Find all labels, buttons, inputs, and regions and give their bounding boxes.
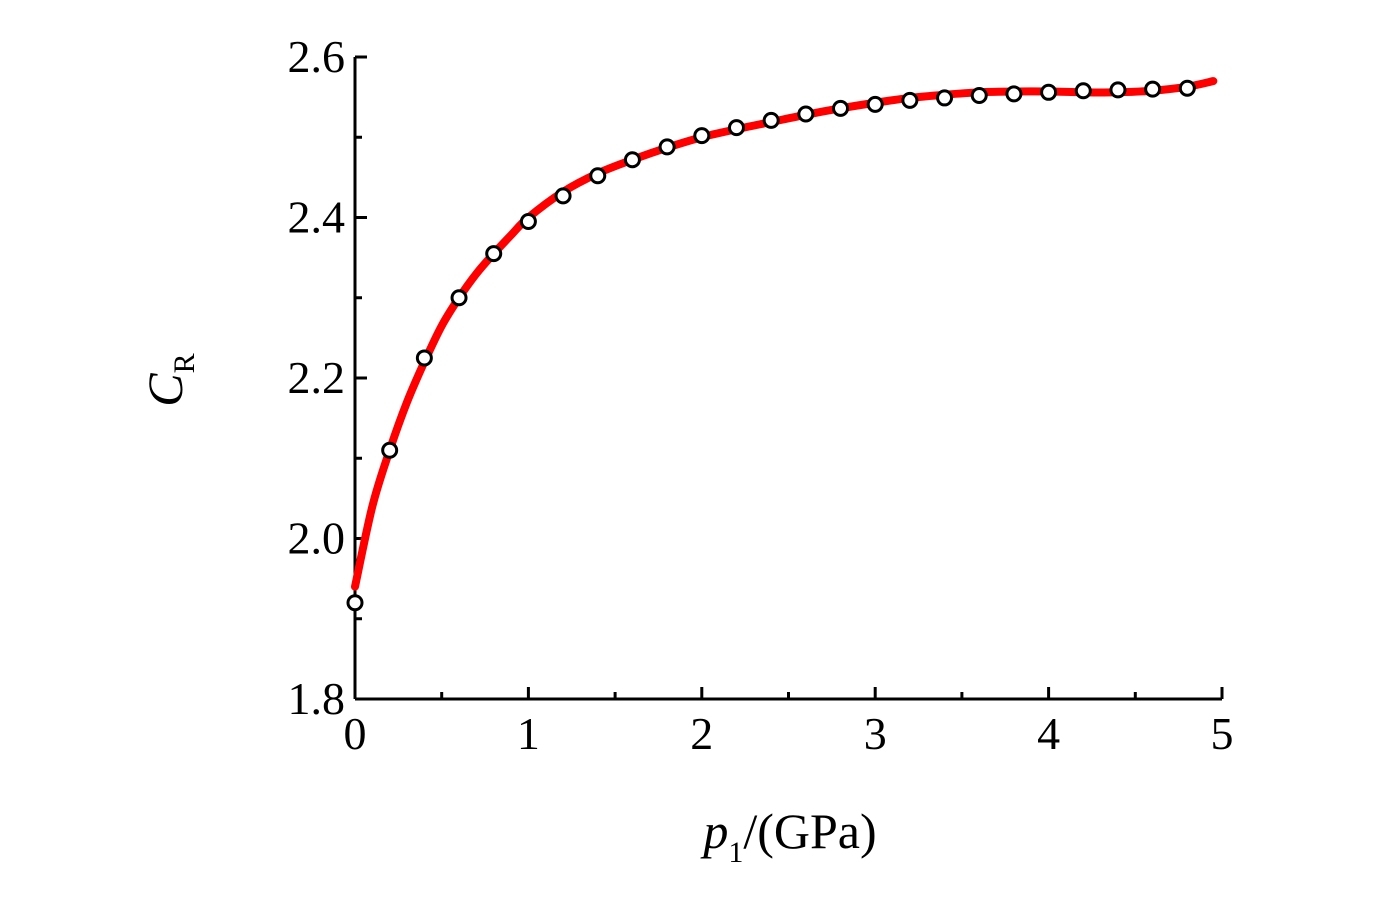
- y-tick-label: 2.4: [288, 192, 346, 243]
- x-tick-label: 1: [517, 708, 540, 759]
- series-layer: [346, 77, 1218, 612]
- x-tick-label: 2: [690, 708, 713, 759]
- data-point: [693, 127, 711, 145]
- data-point: [485, 245, 503, 263]
- data-point: [727, 119, 745, 137]
- data-point: [832, 99, 850, 117]
- data-point: [554, 187, 572, 205]
- x-axis-label: p1/(GPa): [700, 803, 876, 869]
- x-axis-symbol: p: [700, 803, 728, 859]
- data-point: [1074, 82, 1092, 100]
- data-point: [381, 441, 399, 459]
- data-point: [450, 289, 468, 307]
- fit-curve: [351, 77, 1218, 591]
- data-point: [658, 138, 676, 156]
- data-point: [1109, 81, 1127, 99]
- data-point: [589, 167, 607, 185]
- data-point: [1040, 83, 1058, 101]
- data-point: [623, 151, 641, 169]
- axes: 0 1 2 3 4 5 1.8 2.0 2.2 2.4 2.6: [288, 31, 1234, 759]
- x-tick-label: 3: [864, 708, 887, 759]
- y-tick-label: 1.8: [288, 673, 346, 724]
- data-point: [936, 89, 954, 107]
- y-axis-label: CR: [137, 353, 201, 406]
- data-point: [901, 91, 919, 109]
- y-tick-label: 2.6: [288, 31, 346, 82]
- x-tick-label: 5: [1211, 708, 1234, 759]
- data-point: [415, 349, 433, 367]
- data-point: [1144, 80, 1162, 98]
- y-tick-label: 2.2: [288, 352, 346, 403]
- data-point: [1178, 79, 1196, 97]
- x-tick-label: 0: [344, 708, 367, 759]
- y-axis-symbol: C: [137, 373, 193, 407]
- x-axis-unit: /(GPa): [743, 803, 876, 859]
- data-point: [797, 105, 815, 123]
- x-axis-subscript: 1: [728, 836, 743, 869]
- data-point: [762, 111, 780, 129]
- data-point: [519, 213, 537, 231]
- data-point: [970, 87, 988, 105]
- data-point: [1005, 85, 1023, 103]
- y-tick-label: 2.0: [288, 513, 346, 564]
- x-tick-label: 4: [1037, 708, 1060, 759]
- axis-labels: CR p1/(GPa): [137, 353, 877, 869]
- y-axis-subscript: R: [168, 353, 201, 373]
- data-point: [866, 95, 884, 113]
- data-point: [346, 594, 364, 612]
